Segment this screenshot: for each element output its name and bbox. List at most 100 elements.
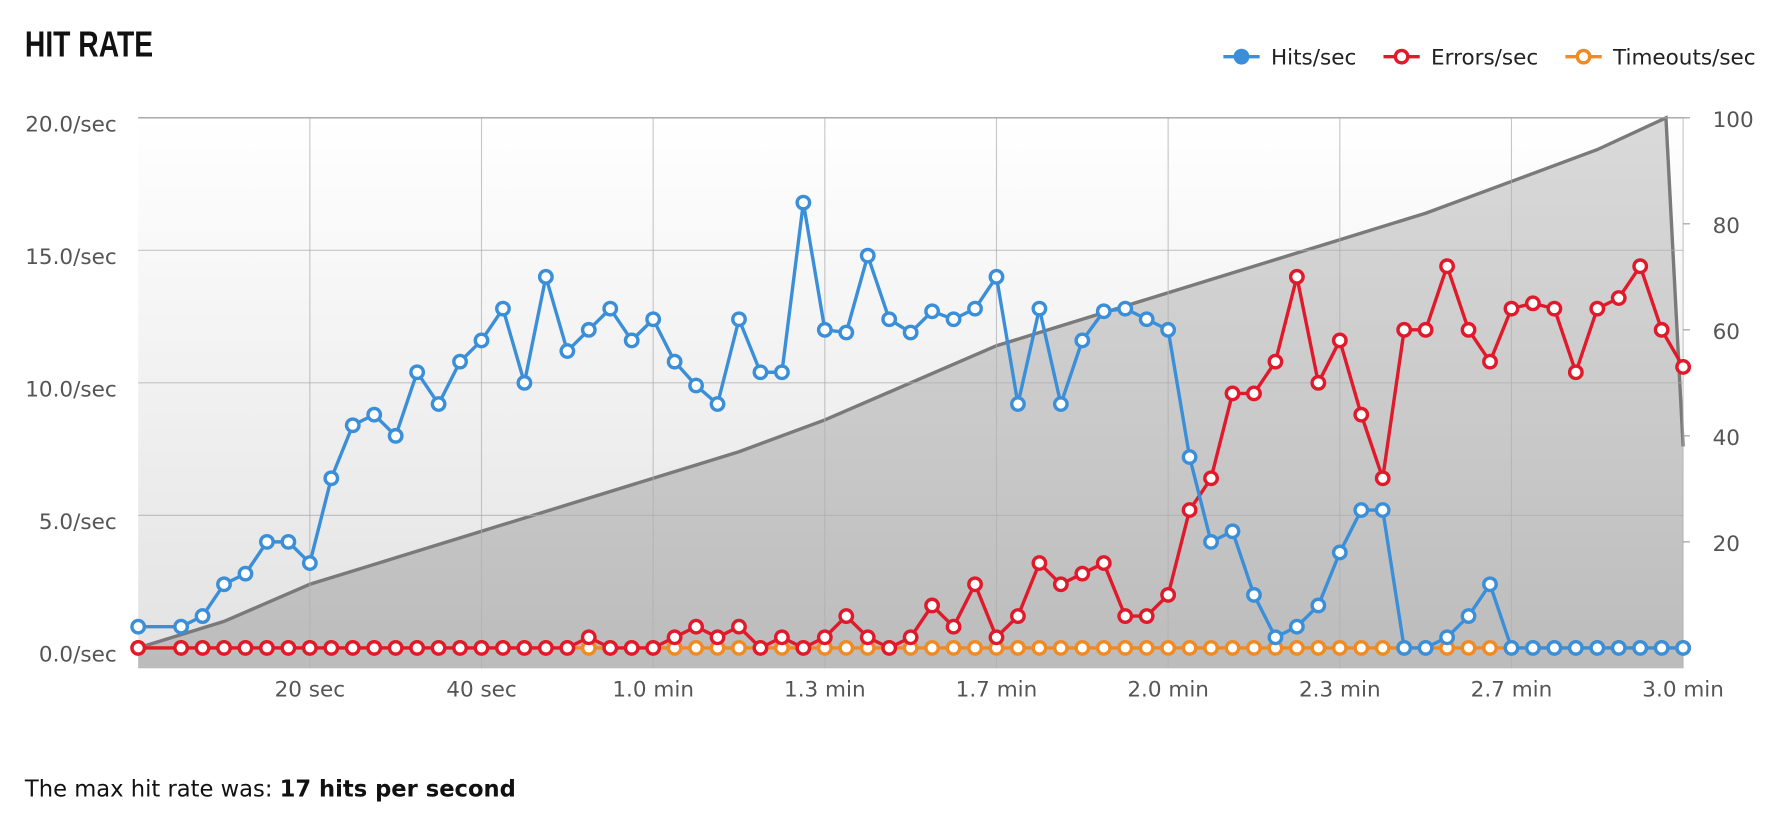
point: [1031, 639, 1048, 656]
point: [1160, 321, 1177, 338]
point: [1310, 374, 1327, 391]
point: [1074, 565, 1091, 582]
point: [1181, 449, 1198, 465]
point: [1010, 396, 1026, 412]
point: [1460, 321, 1477, 338]
point: [1203, 639, 1219, 656]
point: [516, 639, 533, 656]
point: [967, 639, 983, 656]
legend-marker: [1233, 48, 1250, 65]
x-tick-label: 1.3 min: [784, 678, 866, 703]
point: [1632, 258, 1649, 275]
point: [967, 576, 983, 593]
point: [602, 639, 619, 656]
summary-text: The max hit rate was:: [24, 776, 273, 802]
point: [495, 639, 511, 656]
y2-tick-label: 40: [1713, 426, 1740, 451]
x-tick-label: 1.7 min: [956, 678, 1038, 703]
point: [173, 618, 190, 635]
x-tick-label: 2.7 min: [1471, 678, 1553, 703]
y-tick-label: 10.0/sec: [25, 377, 116, 402]
point: [1052, 639, 1069, 656]
point: [1353, 639, 1370, 656]
point: [1353, 406, 1370, 423]
point: [645, 639, 662, 656]
point: [1224, 639, 1241, 656]
point: [1589, 300, 1606, 317]
point: [1524, 639, 1541, 656]
point: [688, 618, 705, 635]
point: [752, 364, 769, 381]
point: [237, 565, 254, 582]
point: [473, 639, 490, 656]
point: [1052, 396, 1069, 412]
point: [1288, 639, 1305, 656]
point: [1417, 639, 1434, 656]
x-tick-label: 20 sec: [275, 678, 346, 703]
y-tick-label: 5.0/sec: [39, 510, 117, 535]
point: [1095, 303, 1112, 320]
point: [1417, 321, 1434, 338]
point: [1482, 639, 1498, 656]
point: [1010, 639, 1026, 656]
point: [1138, 311, 1155, 328]
legend-label: Hits/sec: [1271, 46, 1356, 71]
point: [1288, 618, 1305, 635]
x-tick-label: 3.0 min: [1642, 678, 1724, 703]
point: [430, 639, 447, 656]
point: [752, 639, 769, 656]
point: [709, 629, 726, 646]
point: [366, 639, 383, 656]
point: [902, 629, 919, 646]
point: [795, 194, 812, 211]
point: [1503, 639, 1520, 656]
point: [1224, 385, 1241, 402]
point: [1117, 639, 1134, 656]
point: [1331, 544, 1348, 561]
area-line: [137, 115, 1685, 650]
point: [323, 470, 340, 487]
point: [1374, 470, 1391, 487]
point: [1396, 321, 1413, 338]
point: [902, 324, 919, 341]
point: [1567, 639, 1584, 656]
point: [537, 639, 554, 656]
point: [559, 343, 576, 359]
y-tick-label: 15.0/sec: [25, 245, 116, 270]
point: [816, 321, 833, 338]
point: [1396, 639, 1413, 656]
legend-label: Timeouts/sec: [1612, 46, 1756, 71]
y2-tick-label: 60: [1713, 320, 1740, 345]
point: [1439, 629, 1456, 646]
point: [945, 311, 962, 328]
point: [1610, 639, 1627, 656]
point: [816, 629, 833, 646]
point: [1246, 385, 1262, 402]
point: [1074, 332, 1091, 349]
point: [838, 608, 855, 625]
point: [1331, 332, 1348, 349]
point: [945, 639, 962, 656]
point: [795, 639, 812, 656]
point: [988, 268, 1005, 285]
point: [1460, 639, 1477, 656]
y2-tick-label: 80: [1713, 214, 1740, 239]
point: [1353, 502, 1370, 519]
x-tick-label: 2.0 min: [1127, 678, 1209, 703]
point: [967, 300, 983, 317]
point: [1181, 639, 1198, 656]
point: [366, 406, 383, 423]
point: [259, 533, 275, 550]
point: [1675, 359, 1692, 375]
point: [1675, 639, 1692, 656]
summary-highlight: 17 hits per second: [280, 776, 516, 802]
point: [430, 396, 447, 412]
point: [1460, 608, 1477, 625]
point: [859, 629, 876, 646]
point: [1567, 364, 1584, 381]
y-tick-label: 20.0/sec: [25, 112, 116, 137]
point: [773, 364, 790, 381]
point: [216, 576, 232, 593]
point: [130, 639, 147, 656]
